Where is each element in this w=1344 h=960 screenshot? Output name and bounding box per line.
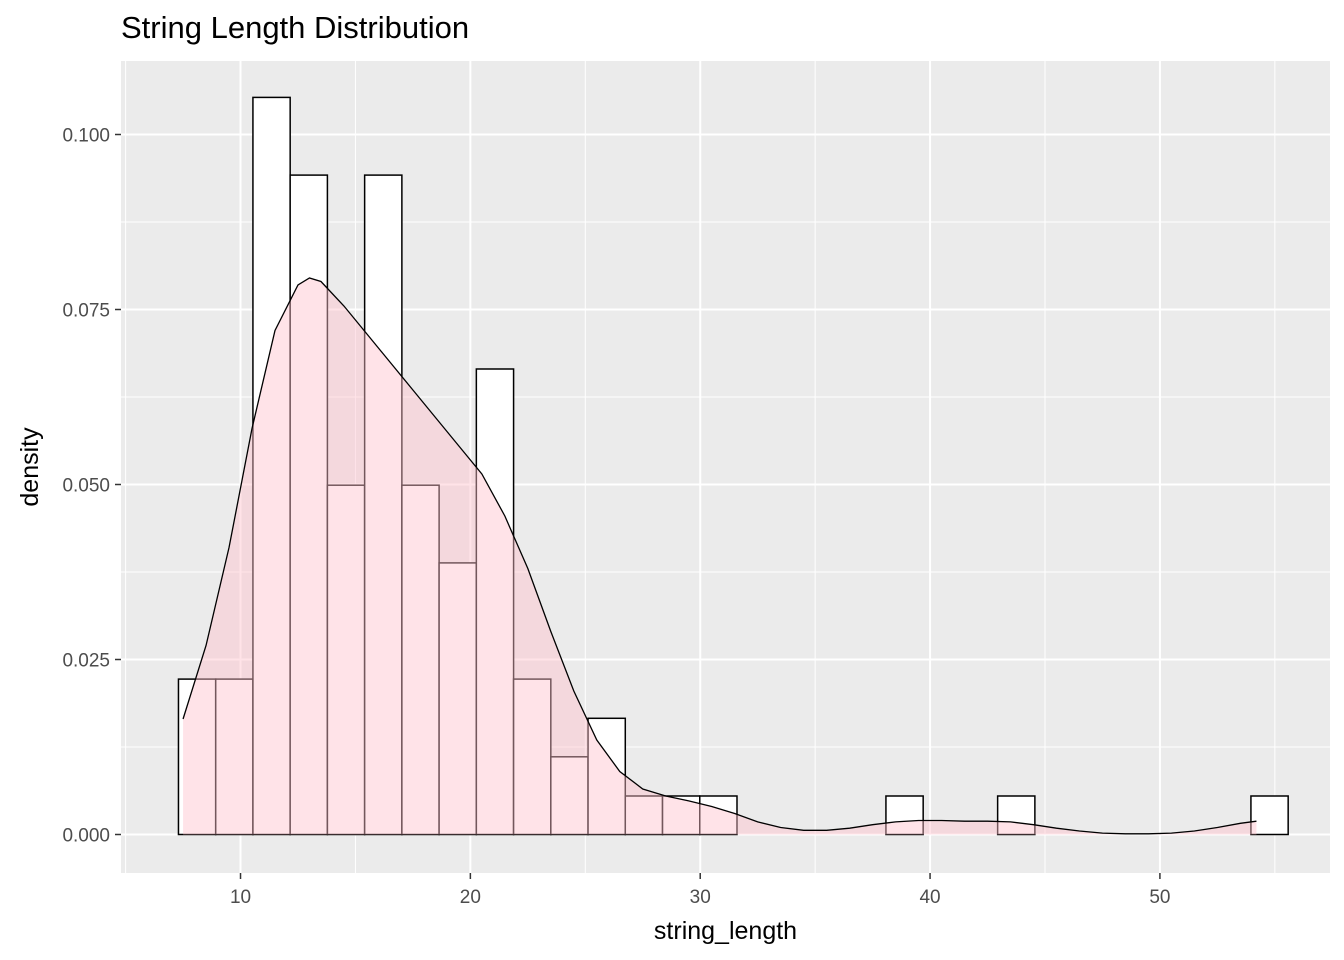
y-tick-label: 0.000 (62, 826, 110, 847)
histogram-bar (996, 795, 1036, 836)
x-axis: 10 20 30 40 50 (230, 873, 1170, 908)
histogram-bar (438, 562, 478, 836)
histogram-bars (177, 96, 1289, 836)
x-axis-title: string_length (654, 917, 797, 945)
density-layer (182, 277, 1257, 835)
y-axis-title: density (16, 427, 44, 507)
histogram-bar (550, 756, 589, 836)
histogram-bar (289, 174, 329, 836)
histogram-bar (699, 795, 738, 836)
x-tick-label: 30 (690, 887, 711, 908)
y-tick-label: 0.075 (62, 301, 110, 322)
histogram-bar (214, 678, 254, 836)
x-tick-label: 50 (1149, 887, 1170, 908)
x-tick-label: 10 (230, 887, 251, 908)
x-tick-label: 20 (460, 887, 481, 908)
histogram-bar (885, 795, 924, 836)
histogram-bar (177, 678, 217, 836)
density-area (183, 278, 1257, 835)
y-tick-label: 0.050 (62, 476, 110, 497)
x-tick-label: 40 (919, 887, 940, 908)
histogram-bar (587, 717, 627, 836)
histogram-bar (624, 795, 664, 836)
y-tick-label: 0.100 (62, 126, 110, 147)
y-axis: 0.000 0.025 0.050 0.075 0.100 (62, 126, 121, 847)
histogram-bar (1250, 795, 1289, 836)
y-tick-label: 0.025 (62, 651, 110, 672)
density-curve (182, 277, 1257, 835)
histogram-bar (401, 484, 440, 836)
histogram-bar (363, 174, 403, 836)
histogram-bar (475, 368, 515, 836)
chart-title: String Length Distribution (121, 10, 470, 45)
histogram-bar (252, 96, 291, 836)
histogram-bar (512, 678, 552, 836)
